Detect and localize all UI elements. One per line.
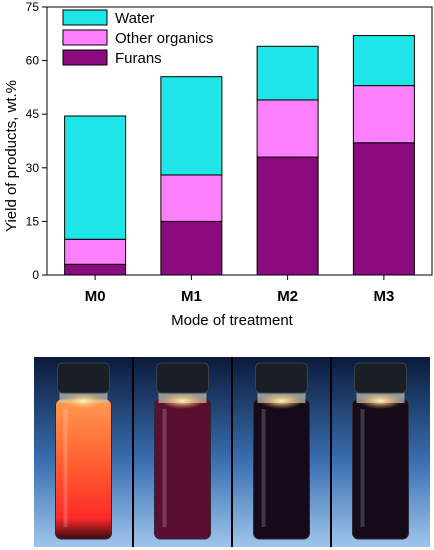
vial-highlight bbox=[360, 409, 365, 527]
bar-segment-other-organics bbox=[256, 99, 319, 158]
bar-segment-other-organics bbox=[64, 238, 127, 265]
vial-cap bbox=[156, 362, 209, 394]
bar-segment-furans bbox=[352, 142, 415, 276]
bar-segment-other-organics bbox=[352, 85, 415, 144]
legend-swatch bbox=[62, 49, 108, 66]
vial-cap bbox=[354, 362, 407, 394]
bar-segment-water bbox=[64, 115, 127, 240]
y-tick-label: 15 bbox=[26, 214, 40, 228]
y-tick-label: 0 bbox=[32, 268, 39, 282]
vial-photograph bbox=[34, 357, 430, 547]
y-tick-label: 60 bbox=[26, 54, 40, 68]
vial-highlight bbox=[63, 409, 68, 527]
x-category-label: M2 bbox=[277, 288, 298, 305]
x-category-label: M3 bbox=[373, 288, 394, 305]
legend-swatch bbox=[62, 29, 108, 46]
vial-highlight bbox=[162, 409, 167, 527]
bar-segment-other-organics bbox=[160, 174, 223, 222]
x-category-label: M1 bbox=[181, 288, 202, 305]
y-tick-label: 30 bbox=[26, 161, 40, 175]
vial-glow bbox=[358, 393, 403, 409]
legend-label: Furans bbox=[115, 50, 162, 67]
vial-glow bbox=[61, 393, 106, 409]
vial-cap bbox=[255, 362, 308, 394]
vial-glow bbox=[160, 393, 205, 409]
legend-label: Water bbox=[115, 10, 154, 27]
y-tick-label: 45 bbox=[26, 107, 40, 121]
vial-highlight bbox=[261, 409, 266, 527]
x-category-label: M0 bbox=[85, 288, 106, 305]
bar-segment-furans bbox=[256, 156, 319, 276]
legend-label: Other organics bbox=[115, 30, 213, 47]
y-tick-label: 75 bbox=[26, 0, 40, 14]
vial-glow bbox=[259, 393, 304, 409]
bar-segment-furans bbox=[160, 220, 223, 276]
plot-area: 0 15 30 45 60 75 M0 M1 M2 M3 Water Other organics Fu… bbox=[26, 0, 433, 305]
bar-segment-water bbox=[352, 35, 415, 87]
vial-cap bbox=[57, 362, 110, 394]
legend-swatch bbox=[62, 9, 108, 26]
y-axis-title: Yield of products, wt.% bbox=[3, 80, 20, 232]
plot-frame bbox=[46, 6, 433, 276]
stacked-bar-chart: 0 15 30 45 60 75 M0 M1 M2 M3 Water Other organics Fu… bbox=[3, 0, 433, 329]
bar-segment-water bbox=[160, 76, 223, 176]
bar-segment-furans bbox=[64, 263, 127, 276]
x-axis-title: Mode of treatment bbox=[171, 312, 294, 329]
bar-segment-water bbox=[256, 45, 319, 101]
